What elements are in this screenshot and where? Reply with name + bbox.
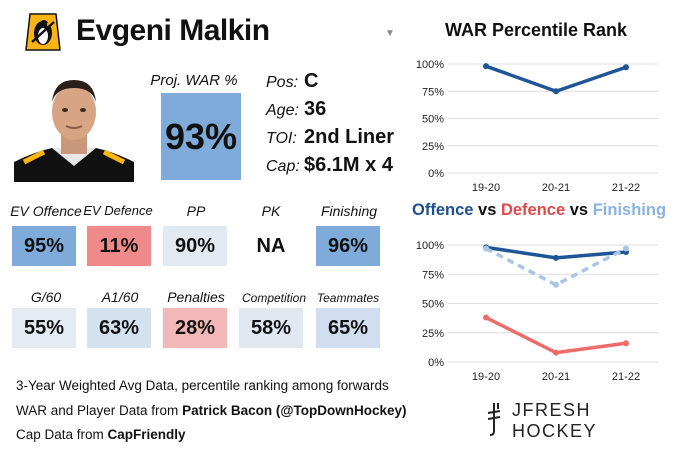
proj-war-label: Proj. WAR % <box>150 72 238 89</box>
series-line <box>485 64 627 93</box>
x-tick-label: 21-22 <box>612 371 640 383</box>
footer-cap-prefix: Cap Data from <box>16 427 108 442</box>
toi-label: TOI: <box>266 130 297 147</box>
pp-label: PP <box>186 203 206 219</box>
finishing-value: 96% <box>316 226 380 266</box>
footer-war-source: WAR and Player Data from Patrick Bacon (… <box>16 403 407 418</box>
x-tick-label: 20-21 <box>542 371 570 383</box>
title-vs-1: vs <box>473 201 501 219</box>
footer-war-prefix: WAR and Player Data from <box>16 403 183 418</box>
title-vs-2: vs <box>565 201 593 219</box>
chart2-y-ticks: 0% 25% 50% 75% 100% <box>416 240 444 369</box>
age-label: Age: <box>266 102 299 119</box>
pk-value: NA <box>239 226 303 266</box>
chart2-series <box>483 244 629 356</box>
data-point <box>483 314 489 321</box>
y-tick-label: 50% <box>422 114 444 126</box>
ev-offence-value: 95% <box>12 226 76 266</box>
a160-label: A1/60 <box>101 289 139 305</box>
g60-label: G/60 <box>30 289 62 305</box>
y-tick-label: 100% <box>416 59 444 71</box>
a160-value: 63% <box>87 308 151 348</box>
brand: JFRESH HOCKEY <box>486 400 680 442</box>
pp-value: 90% <box>163 226 227 266</box>
data-point <box>623 245 629 252</box>
footer-cap-link[interactable]: CapFriendly <box>107 427 186 442</box>
chart1-grid <box>448 63 658 174</box>
pos-value: C <box>304 70 319 92</box>
chart2-title: Offence vs Defence vs Finishing <box>412 201 666 220</box>
footer-cap-source: Cap Data from CapFriendly <box>16 427 186 442</box>
chart1-series <box>483 63 629 95</box>
data-point <box>623 340 629 347</box>
y-tick-label: 75% <box>422 269 444 281</box>
title-defence: Defence <box>500 201 566 219</box>
ev-offence-label: EV Offence <box>10 203 82 219</box>
toi-value: 2nd Liner <box>304 126 395 148</box>
chart1-title: WAR Percentile Rank <box>444 20 628 40</box>
data-point <box>553 349 559 356</box>
player-headshot <box>14 66 134 182</box>
proj-war-value: 93% <box>161 93 241 180</box>
data-point <box>483 63 489 70</box>
penalties-label: Penalties <box>167 289 225 305</box>
pk-label: PK <box>261 203 281 219</box>
cap-value: $6.1M x 4 <box>304 154 393 176</box>
y-tick-label: 0% <box>428 357 444 369</box>
competition-label: Competition <box>241 291 307 305</box>
x-tick-label: 19-20 <box>472 182 500 194</box>
x-tick-label: 20-21 <box>542 182 570 194</box>
y-tick-label: 25% <box>422 328 444 340</box>
series-line <box>485 315 627 355</box>
ev-defence-label: EV Defence <box>83 203 153 218</box>
x-tick-label: 21-22 <box>612 182 640 194</box>
data-point <box>553 281 559 288</box>
chart1-y-ticks: 0% 25% 50% 75% 100% <box>416 59 444 180</box>
penalties-value: 28% <box>163 308 227 348</box>
age-value: 36 <box>304 98 327 120</box>
data-point <box>623 64 629 71</box>
y-tick-label: 50% <box>422 299 444 311</box>
jfresh-logo-icon <box>486 401 502 442</box>
y-tick-label: 75% <box>422 86 444 98</box>
chart2-x-ticks: 19-20 20-21 21-22 <box>472 371 640 383</box>
finishing-label: Finishing <box>320 203 378 219</box>
ev-defence-value: 11% <box>87 226 151 266</box>
chart1-x-ticks: 19-20 20-21 21-22 <box>472 182 640 194</box>
title-offence: Offence <box>412 201 474 219</box>
footer-note: 3-Year Weighted Avg Data, percentile ran… <box>16 378 389 393</box>
x-tick-label: 19-20 <box>472 371 500 383</box>
title-finishing: Finishing <box>592 201 667 219</box>
g60-value: 55% <box>12 308 76 348</box>
data-point <box>553 88 559 95</box>
brand-name: JFRESH HOCKEY <box>512 400 598 441</box>
player-name: Evgeni Malkin <box>76 14 270 47</box>
teammates-label: Teammates <box>316 291 380 305</box>
chart2-grid <box>448 244 658 363</box>
chevron-down-icon[interactable]: ▼ <box>385 28 395 39</box>
y-tick-label: 100% <box>416 240 444 252</box>
competition-value: 58% <box>239 308 303 348</box>
data-point <box>483 245 489 252</box>
y-tick-label: 0% <box>428 168 444 180</box>
pos-label: Pos: <box>266 74 299 91</box>
y-tick-label: 25% <box>422 141 444 153</box>
offence-defence-finishing-chart: 0% 25% 50% 75% 100% 19-20 20-21 21-22 <box>416 240 658 383</box>
penguins-logo-icon <box>22 12 62 52</box>
teammates-value: 65% <box>316 308 380 348</box>
data-point <box>553 254 559 261</box>
cap-label: Cap: <box>266 158 300 175</box>
war-percentile-chart: 0% 25% 50% 75% 100% 19-20 20-21 21-22 <box>416 59 658 194</box>
footer-war-link[interactable]: Patrick Bacon (@TopDownHockey) <box>182 403 407 418</box>
